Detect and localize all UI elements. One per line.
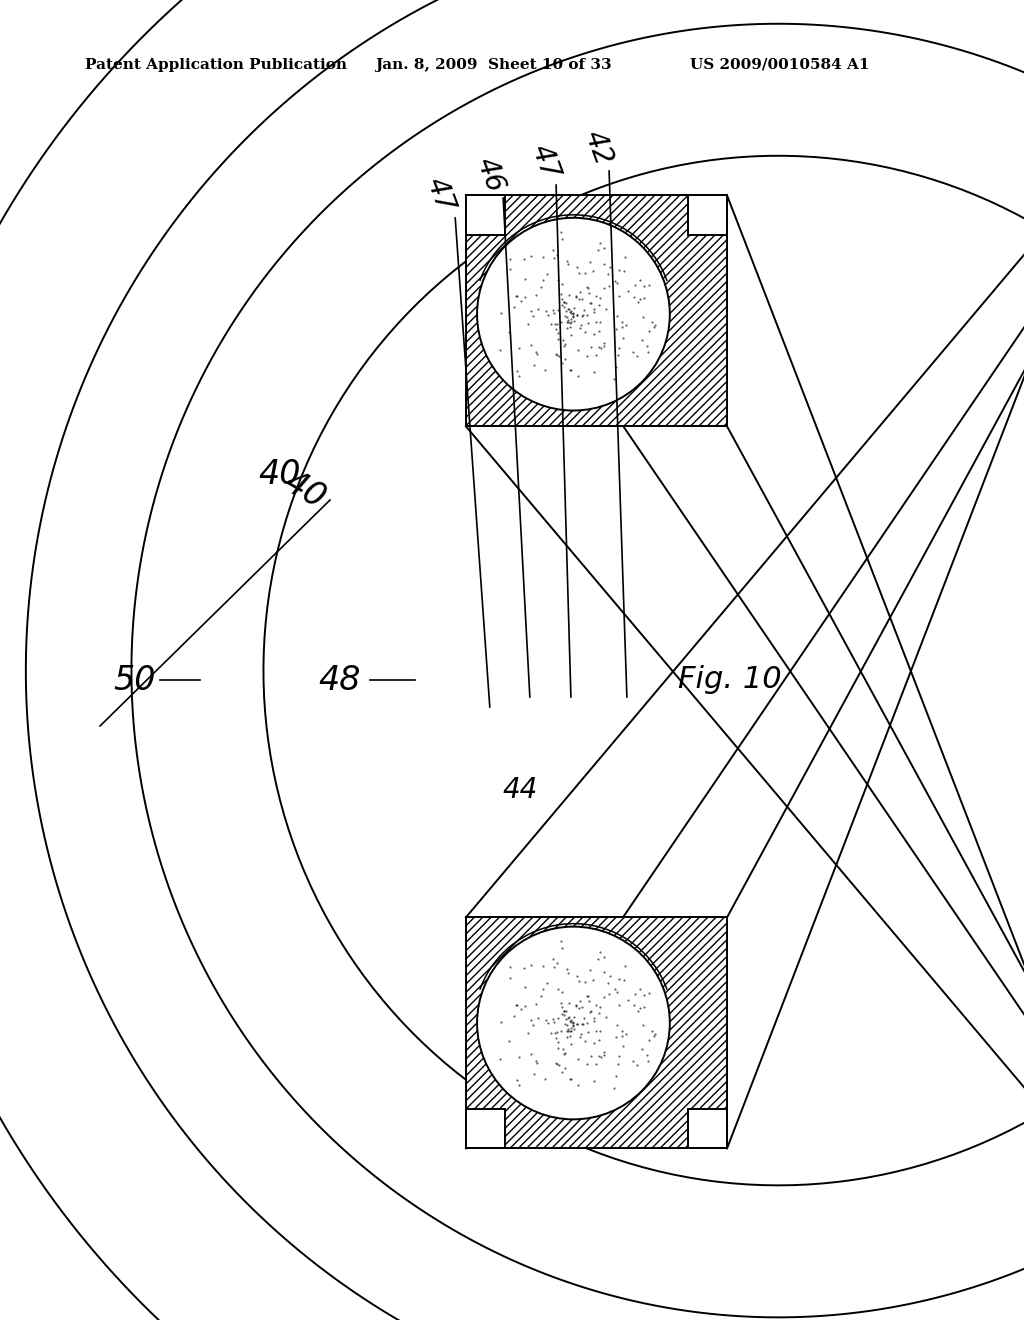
Text: US 2009/0010584 A1: US 2009/0010584 A1 [690, 58, 869, 73]
Bar [466, 1109, 505, 1148]
Text: 47: 47 [525, 141, 564, 183]
Bar [688, 195, 727, 235]
Bar [466, 195, 727, 426]
Circle shape [477, 927, 670, 1119]
Text: 46: 46 [471, 153, 509, 197]
Text: 50: 50 [114, 664, 157, 697]
Text: Jan. 8, 2009  Sheet 10 of 33: Jan. 8, 2009 Sheet 10 of 33 [375, 58, 611, 73]
Bar [466, 917, 727, 1148]
Text: Patent Application Publication: Patent Application Publication [85, 58, 347, 73]
Bar [466, 917, 727, 1148]
Bar [688, 1109, 727, 1148]
Bar [466, 195, 505, 235]
Text: Fig. 10: Fig. 10 [678, 665, 781, 694]
Text: 44: 44 [503, 776, 538, 804]
Text: 48: 48 [318, 664, 361, 697]
Circle shape [477, 218, 670, 411]
Text: 40: 40 [259, 458, 301, 491]
Text: 47: 47 [421, 174, 459, 216]
Text: 42: 42 [579, 127, 617, 169]
Bar [466, 195, 727, 426]
Text: 40: 40 [279, 465, 332, 515]
